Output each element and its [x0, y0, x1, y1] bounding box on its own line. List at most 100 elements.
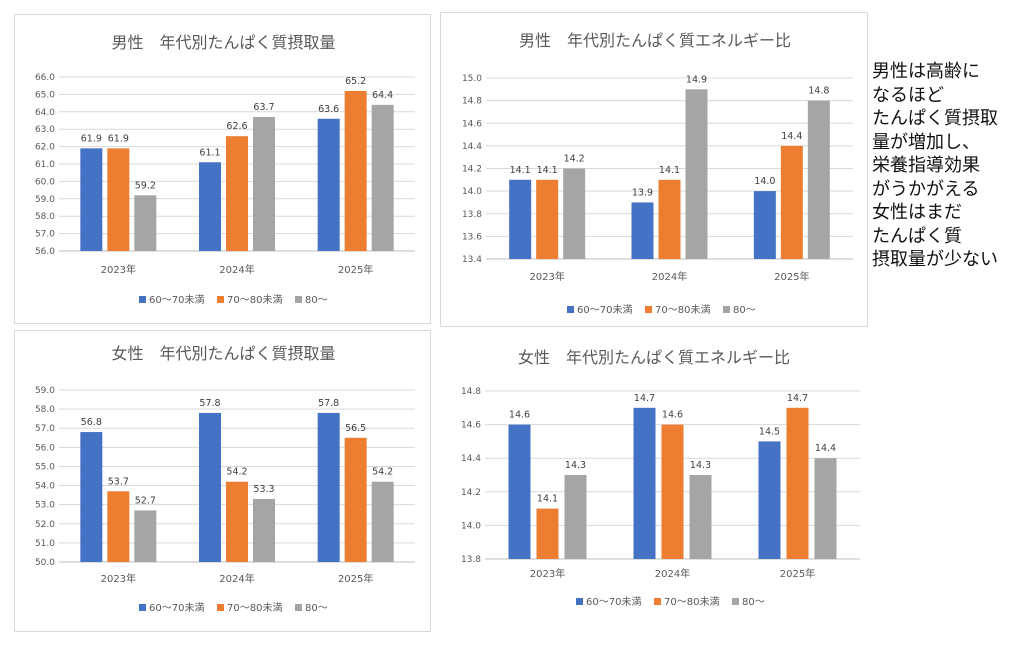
y-tick-label: 55.0	[35, 462, 55, 472]
y-tick-label: 13.6	[462, 232, 482, 242]
bar	[253, 117, 275, 252]
data-label: 61.1	[199, 147, 220, 158]
data-label: 13.9	[632, 187, 653, 198]
y-tick-label: 57.0	[35, 424, 55, 434]
legend-label: 60〜70未満	[586, 596, 641, 608]
bar	[107, 148, 130, 251]
data-label: 64.4	[372, 90, 393, 101]
data-label: 14.9	[686, 74, 707, 85]
legend-swatch	[645, 306, 652, 313]
legend-label: 70〜80未満	[664, 596, 719, 608]
legend-label: 60〜70未満	[149, 602, 204, 614]
data-label: 14.5	[759, 426, 780, 437]
data-label: 14.8	[808, 86, 829, 97]
y-tick-label: 14.8	[462, 97, 482, 107]
chart-title: 女性 年代別たんぱく質摂取量	[111, 344, 335, 363]
bar	[564, 475, 587, 559]
y-tick-label: 14.2	[462, 165, 482, 175]
legend-label: 60〜70未満	[577, 304, 632, 316]
y-tick-label: 53.0	[35, 501, 55, 511]
y-tick-label: 14.2	[461, 488, 481, 498]
y-tick-label: 64.0	[35, 108, 55, 118]
y-tick-label: 65.0	[35, 90, 55, 100]
bar	[563, 168, 586, 259]
bar	[633, 407, 656, 559]
y-tick-label: 15.0	[462, 74, 482, 84]
x-tick-label: 2025年	[780, 567, 815, 580]
bar	[107, 491, 130, 562]
x-tick-label: 2023年	[101, 572, 136, 585]
y-tick-label: 57.0	[35, 230, 55, 240]
y-tick-label: 13.8	[461, 555, 481, 565]
bar	[685, 89, 708, 259]
bar	[199, 412, 221, 562]
note-line: がうかがえる	[872, 178, 980, 200]
y-tick-label: 60.0	[35, 177, 55, 187]
bar	[661, 424, 684, 559]
data-label: 14.1	[537, 165, 558, 176]
x-tick-label: 2024年	[655, 567, 690, 580]
x-tick-label: 2024年	[652, 270, 687, 283]
data-label: 14.1	[659, 165, 680, 176]
y-tick-label: 59.0	[35, 386, 55, 396]
chart-female-protein-energy-ratio: 女性 年代別たんぱく質エネルギー比 13.8 14.0 14.2 14.4 14.6 14.…	[461, 348, 860, 608]
y-tick-label: 14.0	[462, 187, 482, 197]
chart-male-protein-energy-ratio: 男性 年代別たんぱく質エネルギー比 13.4 13.6 13.8 14.0 14.2 14.…	[462, 31, 853, 316]
legend-label: 70〜80未満	[227, 294, 282, 306]
legend-label: 70〜80未満	[227, 602, 282, 614]
y-tick-label: 14.6	[461, 421, 481, 431]
y-tick-label: 56.0	[35, 247, 55, 257]
legend-label: 60〜70未満	[149, 294, 204, 306]
x-tick-label: 2024年	[219, 572, 254, 585]
legend-swatch	[217, 604, 224, 611]
data-label: 14.6	[509, 410, 530, 421]
bar	[689, 475, 712, 559]
legend-swatch	[732, 598, 739, 605]
data-label: 63.6	[318, 104, 339, 115]
note-line: 男性は高齢に	[872, 61, 980, 82]
chart-panel-male-protein-energy-ratio: 男性 年代別たんぱく質エネルギー比 13.4 13.6 13.8 14.0 14.2 14.…	[440, 12, 868, 327]
y-tick-label: 13.8	[462, 210, 482, 220]
data-label: 61.9	[108, 133, 129, 144]
data-label: 14.4	[815, 443, 836, 454]
note-line: 摂取量が少ない	[872, 249, 998, 270]
bar	[226, 136, 248, 251]
legend-swatch	[217, 296, 224, 303]
data-label: 14.6	[662, 410, 683, 421]
y-tick-label: 14.8	[461, 387, 481, 397]
bar	[631, 202, 654, 259]
note-line: なるほど	[872, 84, 944, 106]
x-tick-label: 2023年	[529, 270, 564, 283]
y-tick-label: 51.0	[35, 539, 55, 549]
chart-title: 女性 年代別たんぱく質エネルギー比	[518, 348, 790, 367]
y-tick-label: 58.0	[35, 405, 55, 415]
y-tick-label: 14.6	[462, 119, 482, 129]
legend-swatch	[654, 598, 661, 605]
data-label: 54.2	[226, 467, 247, 478]
y-tick-label: 54.0	[35, 482, 55, 492]
bar	[134, 510, 157, 562]
bar	[344, 437, 367, 562]
data-label: 53.3	[253, 484, 274, 495]
data-label: 57.8	[318, 398, 339, 409]
bar	[344, 90, 367, 251]
data-label: 62.6	[226, 121, 247, 132]
y-tick-label: 61.0	[35, 160, 55, 170]
bar	[80, 148, 103, 251]
y-tick-label: 58.0	[35, 212, 55, 222]
bar	[371, 104, 394, 251]
data-label: 52.7	[135, 495, 156, 506]
bar	[371, 481, 394, 562]
legend-swatch	[295, 296, 302, 303]
data-label: 14.1	[510, 165, 531, 176]
bar	[786, 407, 809, 559]
y-tick-label: 13.4	[462, 255, 482, 265]
y-tick-label: 59.0	[35, 195, 55, 205]
x-tick-label: 2025年	[774, 270, 809, 283]
y-tick-label: 66.0	[35, 73, 55, 83]
data-label: 56.5	[345, 423, 366, 434]
data-label: 63.7	[253, 102, 274, 113]
data-label: 54.2	[372, 467, 393, 478]
note-line: たんぱく質摂取	[872, 108, 998, 129]
x-tick-label: 2023年	[101, 263, 136, 276]
